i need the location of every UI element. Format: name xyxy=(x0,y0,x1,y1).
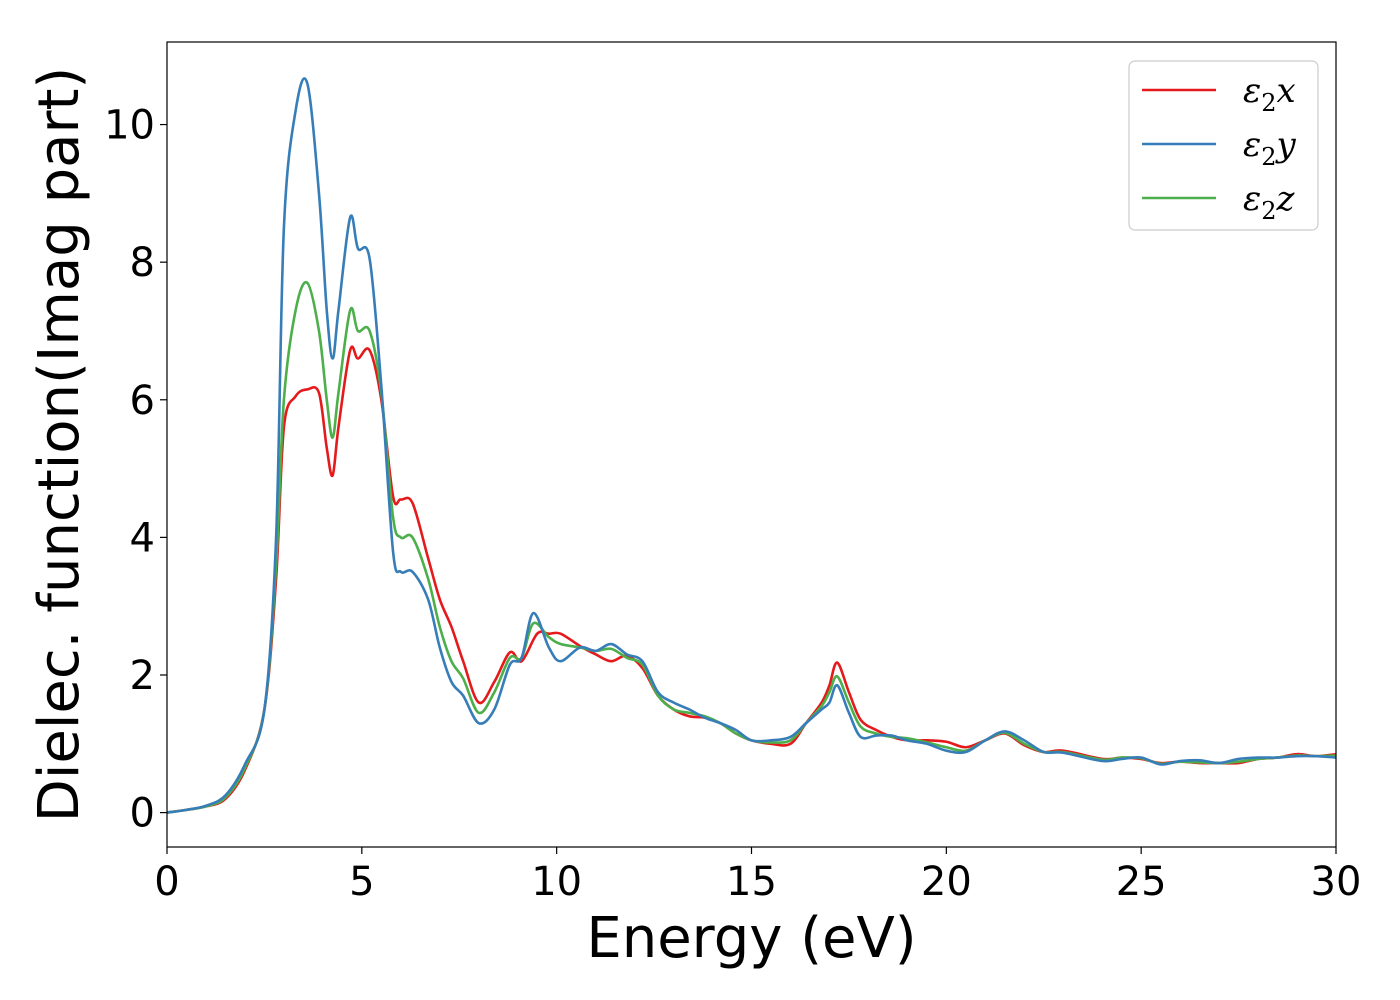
x-tick-label: 5 xyxy=(349,859,374,905)
legend-label-z: ε2z xyxy=(1243,179,1296,225)
x-tick-label: 0 xyxy=(154,859,179,905)
y-tick-label: 4 xyxy=(130,515,155,561)
y-axis: 0 2 4 6 8 10 xyxy=(104,103,167,837)
legend: ε2x ε2y ε2z xyxy=(1128,60,1319,231)
y-tick-label: 10 xyxy=(104,103,155,149)
y-tick-label: 6 xyxy=(130,378,155,424)
x-tick-label: 30 xyxy=(1311,859,1362,905)
y-tick-label: 8 xyxy=(130,240,155,286)
x-tick-label: 20 xyxy=(921,859,972,905)
x-tick-label: 15 xyxy=(726,859,777,905)
x-tick-label: 10 xyxy=(531,859,582,905)
legend-label-x: ε2x xyxy=(1243,71,1296,117)
legend-label-y: ε2y xyxy=(1243,125,1297,171)
x-axis: 0 5 10 15 20 25 30 xyxy=(154,847,1361,905)
y-axis-label: Dielec. function(Imag part) xyxy=(27,67,92,823)
x-axis-label: Energy (eV) xyxy=(586,906,916,971)
series-line-y xyxy=(167,77,1336,814)
series-layer xyxy=(167,77,1336,814)
legend-box xyxy=(1128,60,1319,231)
x-tick-label: 25 xyxy=(1116,859,1167,905)
y-tick-label: 2 xyxy=(130,653,155,699)
y-tick-label: 0 xyxy=(130,791,155,837)
